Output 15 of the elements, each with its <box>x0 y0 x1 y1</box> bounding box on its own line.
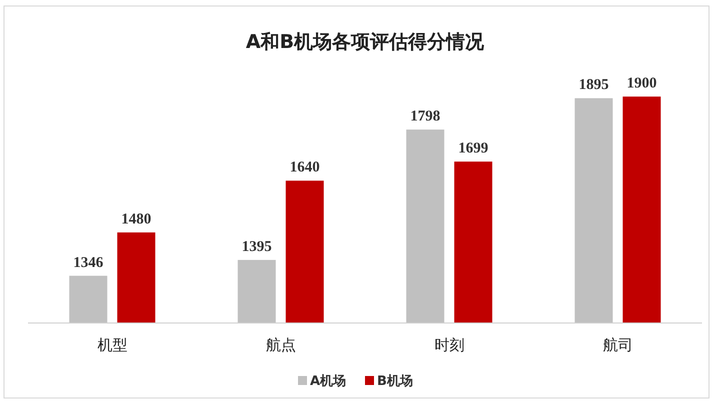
data-label: 1395 <box>242 238 272 255</box>
data-label: 1798 <box>410 108 440 125</box>
x-tick-label: 航点 <box>266 336 296 354</box>
x-tick-label: 航司 <box>602 336 633 354</box>
legend-label: B机场 <box>377 374 413 389</box>
data-label: 1640 <box>290 160 320 176</box>
x-tick-label: 时刻 <box>434 336 464 354</box>
x-tick-label: 机型 <box>97 336 128 354</box>
data-label: 1480 <box>121 211 152 228</box>
text: A和B机场各项评估得分情况 <box>246 31 486 53</box>
data-label: 1900 <box>626 76 657 92</box>
data-label: 1699 <box>458 140 488 157</box>
legend-label: A机场 <box>310 374 346 389</box>
data-label: 1895 <box>578 77 609 94</box>
data-label: 1346 <box>73 254 104 271</box>
